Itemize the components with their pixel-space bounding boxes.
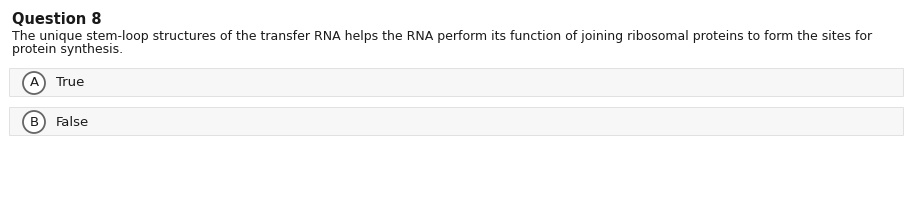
- Text: False: False: [56, 115, 90, 129]
- FancyBboxPatch shape: [9, 69, 904, 96]
- Text: B: B: [29, 115, 38, 129]
- Text: True: True: [56, 76, 84, 90]
- FancyBboxPatch shape: [9, 108, 904, 135]
- Circle shape: [23, 111, 45, 133]
- Text: Question 8: Question 8: [12, 12, 101, 27]
- Circle shape: [23, 72, 45, 94]
- Text: protein synthesis.: protein synthesis.: [12, 43, 123, 56]
- Text: The unique stem-loop structures of the transfer RNA helps the RNA perform its fu: The unique stem-loop structures of the t…: [12, 30, 872, 43]
- Text: A: A: [29, 76, 38, 90]
